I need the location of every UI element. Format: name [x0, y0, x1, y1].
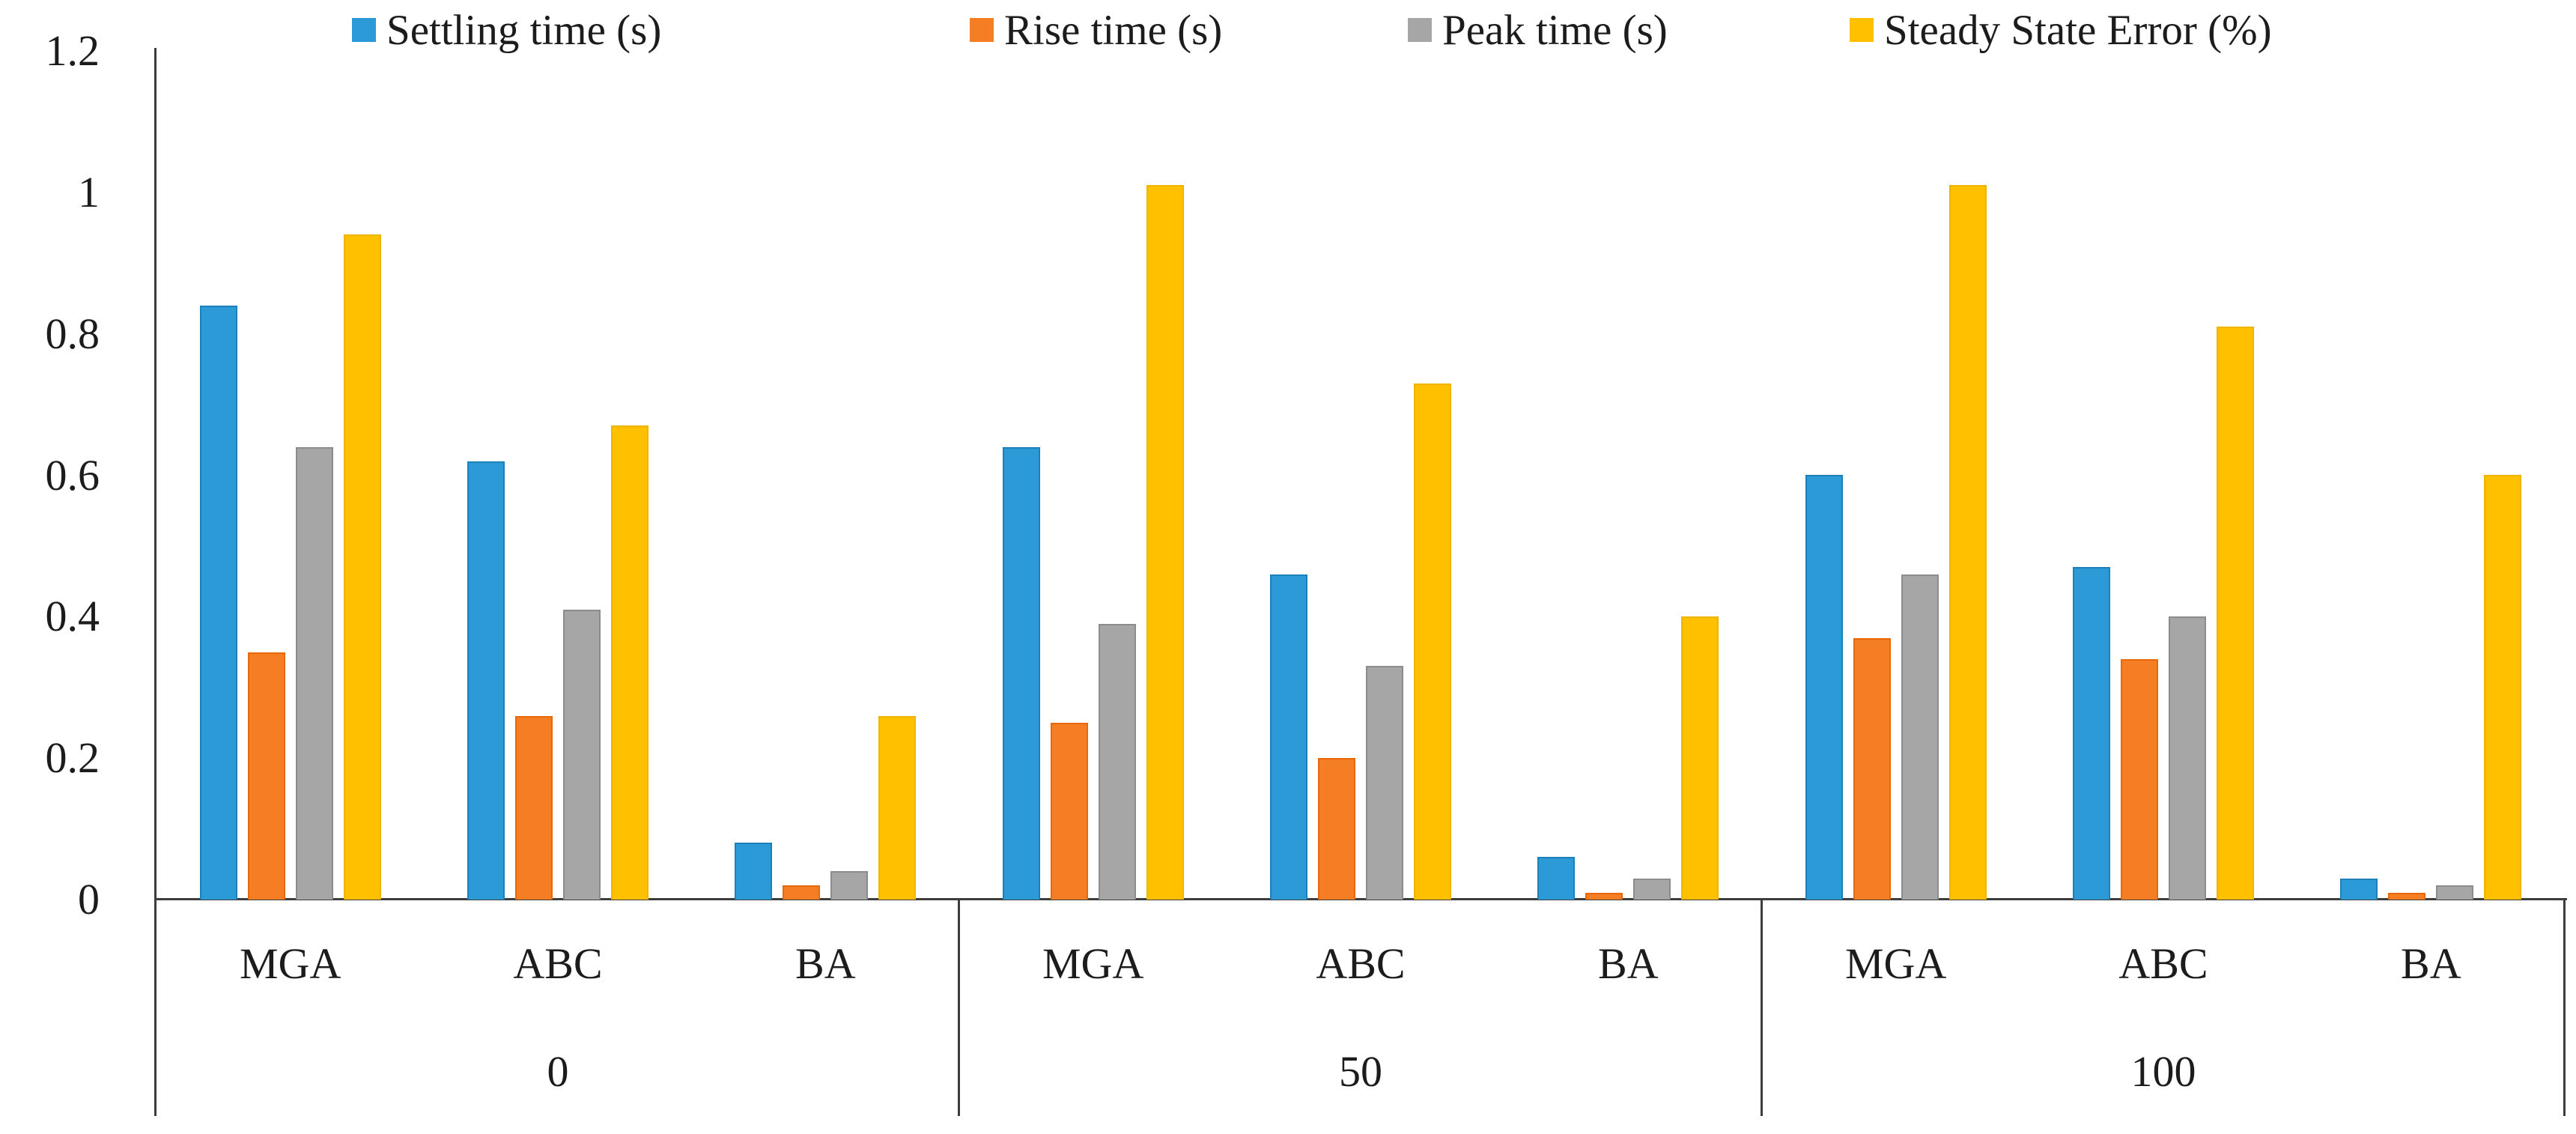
legend-item-label: Rise time (s) [1004, 6, 1223, 54]
y-axis-tick-label: 0.4 [45, 592, 100, 641]
y-axis-tick-label: 1 [78, 167, 100, 216]
category-label: MGA [1042, 939, 1144, 988]
bar-group-100 [1762, 51, 2565, 900]
bar-cluster-50-abc [1227, 51, 1494, 900]
bar [2120, 659, 2158, 900]
group-separator-line [958, 900, 960, 1116]
bar [1365, 666, 1403, 900]
bar [2436, 885, 2474, 900]
category-cell-group: MGA ABC BA [157, 900, 959, 1027]
legend-item: Settling time (s) [352, 6, 661, 54]
legend-item: Peak time (s) [1408, 6, 1668, 54]
bar [1901, 574, 1939, 900]
bar [2168, 616, 2206, 900]
bar [878, 716, 917, 900]
category-label: ABC [2118, 939, 2208, 988]
legend-swatch-icon [352, 18, 376, 42]
bar-group-0 [157, 51, 959, 900]
category-label: BA [1598, 939, 1659, 988]
bar [1413, 383, 1451, 900]
bar-cluster-0-mga [157, 51, 424, 900]
group-label-row: 0 50 100 [157, 1027, 2565, 1116]
y-axis-tick-label: 0 [78, 875, 100, 924]
bar [562, 610, 601, 900]
legend-item-label: Settling time (s) [386, 6, 662, 54]
group-separator-line [2563, 900, 2566, 1116]
bar [610, 425, 648, 900]
bar [2484, 475, 2522, 900]
bar [467, 461, 505, 900]
legend-swatch-icon [970, 18, 994, 42]
bar [1002, 447, 1040, 900]
bar-cluster-0-abc [424, 51, 691, 900]
bar [1317, 758, 1355, 900]
y-axis-tick-label: 0.8 [45, 309, 100, 358]
legend-item-label: Peak time (s) [1442, 6, 1668, 54]
bar [783, 885, 821, 900]
group-separator-line [1761, 900, 1763, 1116]
bar [514, 716, 553, 900]
bar [1098, 624, 1136, 900]
bar [1050, 723, 1088, 900]
bar [1146, 185, 1184, 900]
y-axis-line [154, 48, 157, 1116]
bar [1633, 879, 1671, 900]
category-label: MGA [1844, 939, 1947, 988]
y-axis-tick-label: 0.2 [45, 733, 100, 783]
plot-area [157, 51, 2565, 900]
bar [2072, 567, 2110, 900]
x-axis-line [154, 898, 2567, 900]
category-label-row: MGA ABC BA MGA ABC BA MGA ABC BA [157, 900, 2565, 1027]
bar [199, 306, 237, 900]
bar [295, 447, 333, 900]
bar [247, 652, 285, 900]
group-label: 50 [1339, 1047, 1382, 1096]
legend-item: Rise time (s) [970, 6, 1222, 54]
bar [1681, 616, 1719, 900]
bar-cluster-50-mga [959, 51, 1227, 900]
bar-cluster-100-ba [2297, 51, 2565, 900]
bar [1948, 185, 1987, 900]
legend-swatch-icon [1408, 18, 1432, 42]
bar [1537, 857, 1576, 900]
y-axis-tick-label: 1.2 [45, 26, 100, 75]
bar [1269, 574, 1307, 900]
bar [2216, 327, 2254, 900]
category-cell-group: MGA ABC BA [959, 900, 1762, 1027]
bar [1805, 475, 1843, 900]
category-label: ABC [513, 939, 603, 988]
category-label: BA [795, 939, 856, 988]
bar-group-50 [959, 51, 1762, 900]
legend-swatch-icon [1850, 18, 1874, 42]
bar-cluster-50-ba [1495, 51, 1762, 900]
bar [2340, 879, 2378, 900]
group-label: 0 [547, 1047, 569, 1096]
bar [2388, 893, 2426, 900]
bar [735, 843, 773, 900]
legend-item: Steady State Error (%) [1850, 6, 2272, 54]
bar-cluster-100-abc [2029, 51, 2297, 900]
group-label: 100 [2130, 1047, 2196, 1096]
legend-item-label: Steady State Error (%) [1884, 6, 2272, 54]
bar-cluster-100-mga [1762, 51, 2029, 900]
bar [830, 871, 869, 900]
bar [1585, 893, 1623, 900]
category-label: MGA [239, 939, 341, 988]
bar [343, 234, 381, 900]
category-label: BA [2401, 939, 2461, 988]
bar [1853, 638, 1891, 900]
bar-cluster-0-ba [692, 51, 959, 900]
category-label: ABC [1316, 939, 1406, 988]
y-axis-tick-label: 0.6 [45, 450, 100, 500]
category-cell-group: MGA ABC BA [1762, 900, 2565, 1027]
